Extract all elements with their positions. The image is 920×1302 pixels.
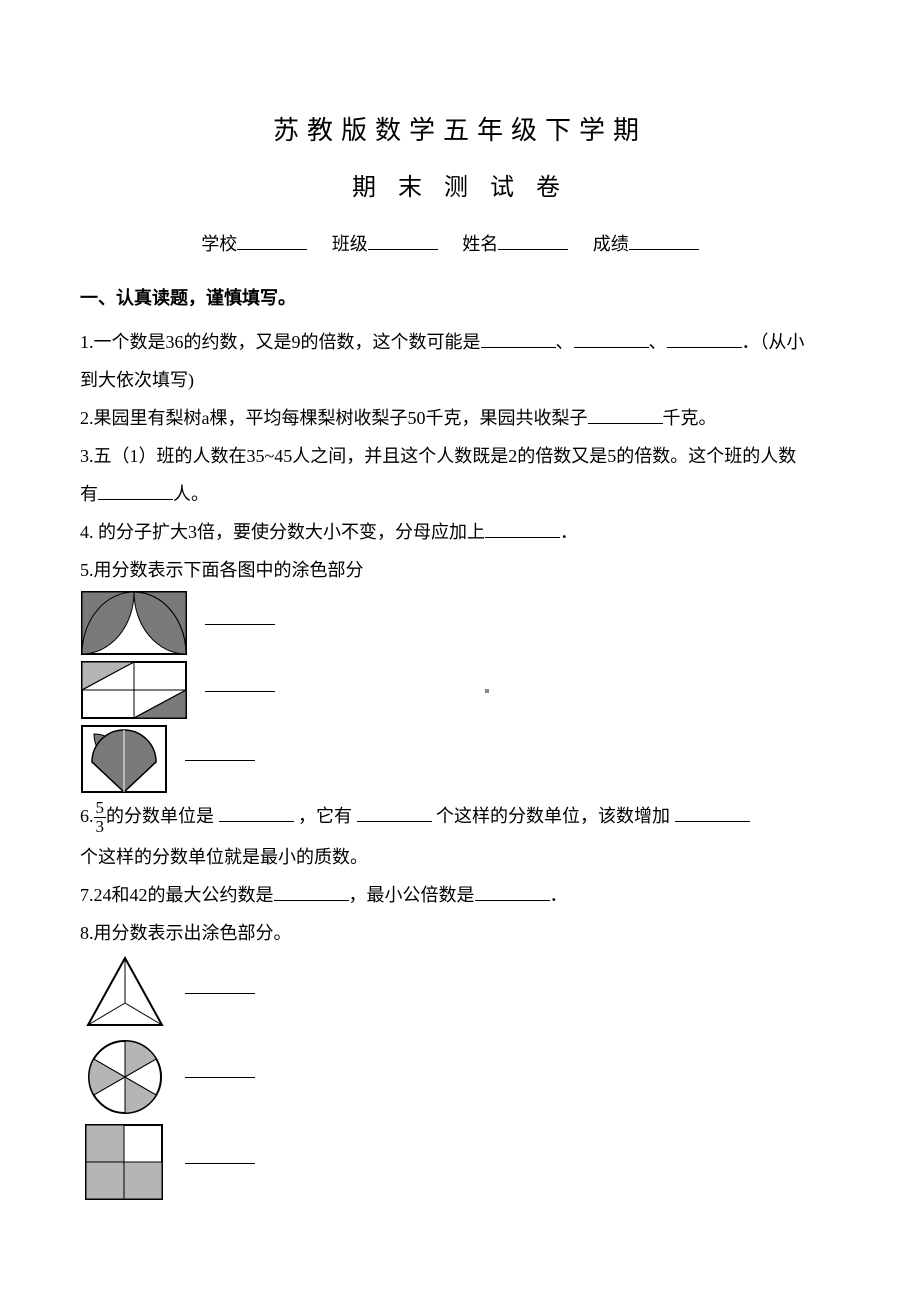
q8-shape-circle — [80, 1035, 170, 1119]
q2-blank — [588, 423, 663, 424]
q1-text-b: 、 — [556, 332, 574, 352]
q8-blank-3 — [185, 1163, 255, 1164]
q1-blank-3 — [667, 347, 742, 348]
q4-text-b: ． — [560, 522, 578, 542]
section-1-title: 一、认真读题，谨慎填写。 — [80, 284, 840, 310]
q5-shape-3 — [80, 724, 170, 796]
sub-title: 期 末 测 试 卷 — [80, 167, 840, 202]
score-blank — [629, 249, 699, 250]
question-1-cont: 到大依次填写) — [80, 362, 840, 398]
q7-text-a: 7.24和42的最大公约数是 — [80, 885, 274, 905]
q5-shape-1 — [80, 590, 190, 658]
q7-blank-2 — [475, 900, 550, 901]
q6-blank-3 — [675, 821, 750, 822]
name-blank — [498, 249, 568, 250]
q7-text-c: ． — [550, 885, 568, 905]
q1-blank-1 — [481, 347, 556, 348]
q5-figure-2 — [80, 660, 840, 722]
main-title: 苏教版数学五年级下学期 — [80, 110, 840, 147]
name-label: 姓名 — [462, 234, 498, 254]
question-1: 1.一个数是36的约数，又是9的倍数，这个数可能是 、 、 ．（从小 — [80, 324, 840, 360]
q7-text-b: ，最小公倍数是 — [349, 885, 475, 905]
q1-text-d: ．（从小 — [742, 332, 805, 352]
q4-blank — [485, 537, 560, 538]
fraction-5-3: 53 — [94, 799, 107, 837]
q3-text-b: 有 — [80, 484, 98, 504]
q2-text-b: 千克。 — [663, 408, 717, 428]
page-marker — [485, 689, 489, 693]
header-row: 学校 班级 姓名 成绩 — [80, 230, 840, 256]
q6-text-b: 的分数单位是 — [106, 806, 219, 826]
question-3-cont: 有 人。 — [80, 476, 840, 512]
class-label: 班级 — [332, 234, 368, 254]
q4-text-a: 4. 的分子扩大3倍，要使分数大小不变，分母应加上 — [80, 522, 485, 542]
q5-figure-3 — [80, 724, 840, 796]
q6-blank-1 — [219, 821, 294, 822]
q1-text-c: 、 — [649, 332, 667, 352]
q8-shape-triangle — [80, 953, 170, 1033]
q6-text-c: ，它有 — [294, 806, 357, 826]
q5-blank-1 — [205, 624, 275, 625]
school-label: 学校 — [201, 234, 237, 254]
q6-text-a: 6. — [80, 806, 94, 826]
q8-blank-1 — [185, 993, 255, 994]
q3-blank — [98, 499, 173, 500]
class-blank — [368, 249, 438, 250]
question-7: 7.24和42的最大公约数是 ，最小公倍数是 ． — [80, 877, 840, 913]
q5-shape-2 — [80, 660, 190, 722]
q8-figure-1 — [80, 953, 840, 1033]
question-2: 2.果园里有梨树a棵，平均每棵梨树收梨子50千克，果园共收梨子 千克。 — [80, 400, 840, 436]
q5-blank-3 — [185, 760, 255, 761]
q3-text-a: 3.五（1）班的人数在35~45人之间，并且这个人数既是2的倍数又是5的倍数。这… — [80, 446, 796, 466]
question-6: 6.53的分数单位是 ，它有 个这样的分数单位，该数增加 — [80, 798, 840, 837]
q5-figure-1 — [80, 590, 840, 658]
q6-text-d: 个这样的分数单位，该数增加 — [432, 806, 675, 826]
question-3: 3.五（1）班的人数在35~45人之间，并且这个人数既是2的倍数又是5的倍数。这… — [80, 438, 840, 474]
frac-denominator: 3 — [94, 818, 107, 837]
q1-text-a: 1.一个数是36的约数，又是9的倍数，这个数可能是 — [80, 332, 481, 352]
q8-blank-2 — [185, 1077, 255, 1078]
score-label: 成绩 — [593, 234, 629, 254]
q8-figure-3 — [80, 1121, 840, 1205]
q5-blank-2 — [205, 691, 275, 692]
school-blank — [237, 249, 307, 250]
question-4: 4. 的分子扩大3倍，要使分数大小不变，分母应加上 ． — [80, 514, 840, 550]
frac-numerator: 5 — [94, 799, 107, 819]
q8-figure-2 — [80, 1035, 840, 1119]
q3-text-c: 人。 — [173, 484, 209, 504]
question-8: 8.用分数表示出涂色部分。 — [80, 915, 840, 951]
question-6-cont: 个这样的分数单位就是最小的质数。 — [80, 839, 840, 875]
q2-text-a: 2.果园里有梨树a棵，平均每棵梨树收梨子50千克，果园共收梨子 — [80, 408, 588, 428]
q6-blank-2 — [357, 821, 432, 822]
q8-shape-square — [80, 1121, 170, 1205]
question-5: 5.用分数表示下面各图中的涂色部分 — [80, 552, 840, 588]
q1-blank-2 — [574, 347, 649, 348]
q7-blank-1 — [274, 900, 349, 901]
